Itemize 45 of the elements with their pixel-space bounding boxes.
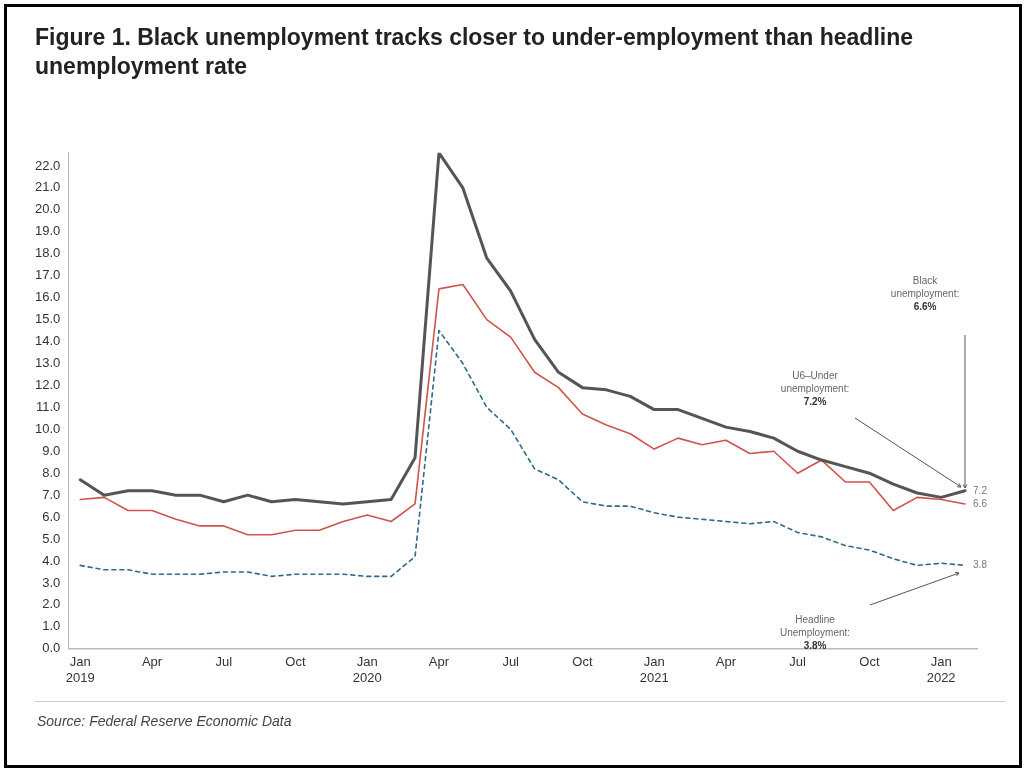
annotation: Black unemployment: 6.6% (890, 274, 960, 312)
y-tick-label: 15.0 (34, 311, 61, 327)
data-label: 3.8 (973, 559, 988, 571)
source-note: Source: Federal Reserve Economic Data (37, 713, 292, 729)
y-tick-label: 21.0 (34, 179, 61, 195)
y-tick-label: 22.0 (34, 157, 61, 173)
x-tick-label: Oct (572, 654, 593, 670)
y-tick-label: 0.0 (42, 640, 61, 656)
x-tick-label: Jul (789, 654, 807, 670)
y-tick-label: 19.0 (34, 223, 61, 239)
annotation: U6–Under unemployment: 7.2% (780, 369, 850, 407)
y-tick-label: 11.0 (35, 398, 61, 414)
x-tick-label: Jul (215, 654, 233, 670)
x-tick-label: Oct (859, 654, 880, 670)
x-tick-label: Jul (502, 654, 520, 670)
y-tick-label: 7.0 (42, 486, 61, 502)
x-tick-label: Oct (285, 654, 306, 670)
y-tick-label: 3.0 (42, 574, 61, 590)
x-tick-label: Apr (715, 654, 737, 670)
y-tick-label: 16.0 (34, 289, 61, 305)
y-tick-label: 8.0 (42, 464, 61, 480)
data-label: 7.2 (973, 484, 988, 496)
chart-title: Figure 1. Black unemployment tracks closer to under-employment than headline unemployment rate (35, 23, 915, 81)
y-tick-label: 1.0 (42, 618, 61, 634)
y-tick-label: 20.0 (34, 201, 61, 217)
x-tick-label: Jan 2019 (65, 654, 95, 685)
y-tick-label: 14.0 (34, 333, 61, 349)
line-series (79, 329, 966, 578)
y-tick-label: 18.0 (34, 245, 61, 261)
annotation: Headline Unemployment: 3.8% (780, 614, 851, 652)
y-tick-label: 2.0 (42, 596, 61, 612)
y-tick-label: 13.0 (34, 355, 61, 371)
y-tick-label: 10.0 (34, 420, 61, 436)
x-tick-label: Jan 2021 (639, 654, 669, 685)
y-tick-label: 4.0 (42, 552, 61, 568)
x-tick-label: Apr (141, 654, 163, 670)
y-tick-label: 5.0 (42, 530, 61, 546)
y-tick-label: 12.0 (34, 377, 61, 393)
x-tick-label: Apr (428, 654, 450, 670)
y-tick-label: 6.0 (42, 508, 61, 524)
y-tick-label: 17.0 (34, 267, 61, 283)
data-label: 6.6 (973, 497, 988, 509)
x-tick-label: Jan 2020 (352, 654, 382, 685)
y-tick-label: 9.0 (42, 442, 61, 458)
x-tick-label: Jan 2022 (926, 654, 956, 685)
